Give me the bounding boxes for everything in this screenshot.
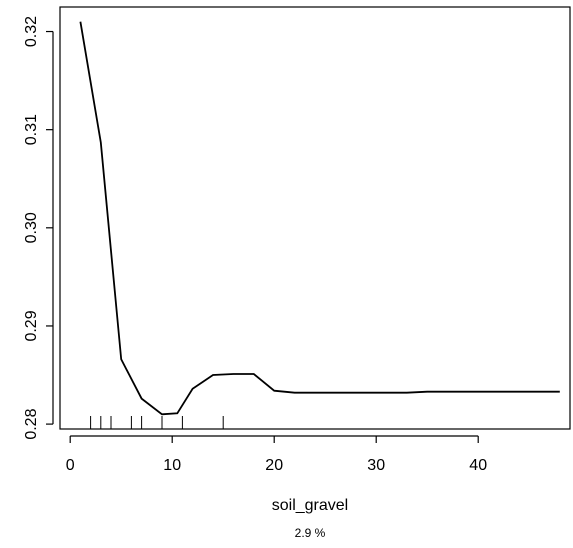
- x-tick-label-0: 0: [66, 457, 75, 474]
- y-tick-label-0: 0.28: [23, 408, 40, 439]
- plot-frame: [59, 6, 571, 430]
- x-tick-label-2: 20: [265, 457, 283, 474]
- y-tick-label-1: 0.29: [23, 310, 40, 341]
- x-axis: 0 10 20 30 40: [66, 435, 487, 474]
- footnote: 2.9 %: [295, 526, 326, 540]
- y-tick-label-3: 0.31: [23, 114, 40, 145]
- x-tick-label-1: 10: [163, 457, 181, 474]
- y-axis: 0.28 0.29 0.30 0.31 0.32: [23, 16, 54, 440]
- series-line: [79, 21, 560, 416]
- x-axis-title: soil_gravel: [272, 497, 348, 514]
- y-tick-label-2: 0.30: [23, 212, 40, 243]
- rug-marks: [90, 416, 224, 429]
- y-tick-label-4: 0.32: [23, 16, 40, 47]
- x-tick-label-3: 30: [367, 457, 385, 474]
- x-tick-label-4: 40: [469, 457, 487, 474]
